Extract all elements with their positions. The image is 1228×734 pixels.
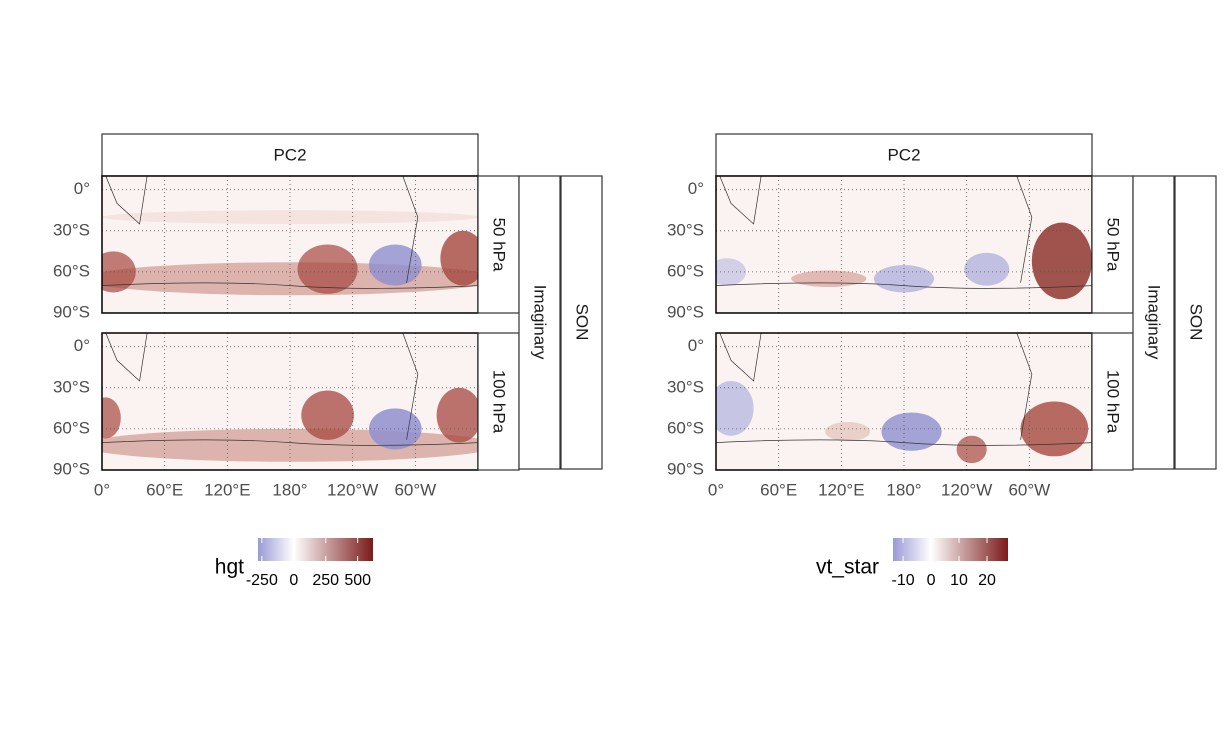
strip-box	[1091, 332, 1134, 471]
strip-label: 100 hPa	[490, 370, 509, 434]
colorbar	[893, 538, 1008, 561]
strip-box	[518, 175, 561, 470]
field-blob	[881, 412, 942, 451]
coastline	[102, 439, 478, 446]
y-tick-label: 30°S	[667, 220, 704, 239]
field-blob	[102, 397, 121, 439]
coastline	[1016, 333, 1033, 440]
strip-box	[477, 175, 520, 314]
coastline	[102, 282, 478, 289]
strip-box	[477, 332, 520, 471]
field-blob	[440, 230, 478, 286]
legend-tick-label: -10	[892, 572, 915, 589]
field-blob	[368, 244, 422, 286]
field-blob	[791, 270, 867, 287]
field-blob	[301, 390, 354, 440]
coastline	[716, 439, 1092, 446]
x-tick-label: 180°	[272, 480, 307, 499]
x-tick-label: 60°E	[760, 480, 797, 499]
field-blob	[716, 380, 754, 436]
x-tick-label: 60°W	[394, 480, 436, 499]
colorbar	[258, 538, 373, 561]
field-blob	[102, 262, 478, 296]
strip-label: 50 hPa	[1104, 218, 1123, 272]
legend-tick-label: 10	[950, 572, 968, 589]
legend-tick-label: 500	[344, 572, 371, 589]
y-tick-label: 60°S	[667, 418, 704, 437]
y-tick-label: 60°S	[53, 418, 90, 437]
field-blob	[716, 258, 747, 286]
x-tick-label: 120°W	[941, 480, 992, 499]
strip-label: PC2	[273, 145, 306, 164]
coastline	[1016, 176, 1033, 283]
legend-title: hgt	[215, 556, 244, 579]
y-tick-label: 60°S	[667, 261, 704, 280]
legend-tick-label: 20	[978, 572, 996, 589]
coastline	[402, 176, 419, 283]
field-blob	[368, 408, 422, 450]
field-blob	[436, 387, 478, 443]
coastline	[402, 333, 419, 440]
y-tick-label: 90°S	[667, 459, 704, 478]
y-tick-label: 0°	[688, 179, 704, 198]
coastline	[719, 176, 762, 225]
strip-label: Imaginary	[531, 285, 550, 360]
field-blob	[102, 251, 136, 293]
y-tick-label: 30°S	[53, 377, 90, 396]
legend-tick-label: 0	[289, 572, 298, 589]
coastline	[105, 333, 148, 382]
y-tick-label: 60°S	[53, 261, 90, 280]
strip-box	[1174, 175, 1217, 470]
x-tick-label: 120°W	[327, 480, 378, 499]
field-blob	[1031, 222, 1092, 300]
strip-box	[101, 133, 479, 177]
x-tick-label: 120°E	[818, 480, 865, 499]
strip-box	[1132, 175, 1175, 470]
y-tick-label: 30°S	[53, 220, 90, 239]
field-blob	[297, 244, 358, 294]
strip-box	[560, 175, 603, 470]
y-tick-label: 90°S	[667, 302, 704, 321]
x-tick-label: 180°	[886, 480, 921, 499]
field-blob	[1020, 401, 1089, 457]
y-tick-label: 0°	[688, 336, 704, 355]
field-blob	[964, 252, 1010, 286]
y-tick-label: 90°S	[53, 459, 90, 478]
y-tick-label: 0°	[74, 179, 90, 198]
strip-label: PC2	[887, 145, 920, 164]
coastline	[716, 282, 1092, 289]
strip-label: SON	[573, 304, 592, 341]
map-panel	[102, 176, 478, 313]
legend-tick-label: -250	[246, 572, 278, 589]
x-tick-label: 120°E	[204, 480, 251, 499]
x-tick-label: 0°	[94, 480, 110, 499]
map-panel	[716, 333, 1092, 470]
strip-label: 50 hPa	[490, 218, 509, 272]
field-blob	[956, 435, 987, 464]
strip-label: 100 hPa	[1104, 370, 1123, 434]
x-tick-label: 60°E	[146, 480, 183, 499]
coastline	[719, 333, 762, 382]
x-tick-label: 0°	[708, 480, 724, 499]
strip-box	[715, 133, 1093, 177]
coastline	[105, 176, 148, 225]
y-tick-label: 90°S	[53, 302, 90, 321]
y-tick-label: 30°S	[667, 377, 704, 396]
field-blob	[102, 210, 478, 224]
legend-tick-label: 250	[312, 572, 339, 589]
strip-label: Imaginary	[1145, 285, 1164, 360]
x-tick-label: 60°W	[1008, 480, 1050, 499]
field-blob	[825, 422, 871, 442]
legend-title: vt_star	[816, 556, 879, 579]
legend-tick-label: 0	[927, 572, 936, 589]
y-tick-label: 0°	[74, 336, 90, 355]
map-panel	[716, 176, 1092, 313]
strip-label: SON	[1187, 304, 1206, 341]
